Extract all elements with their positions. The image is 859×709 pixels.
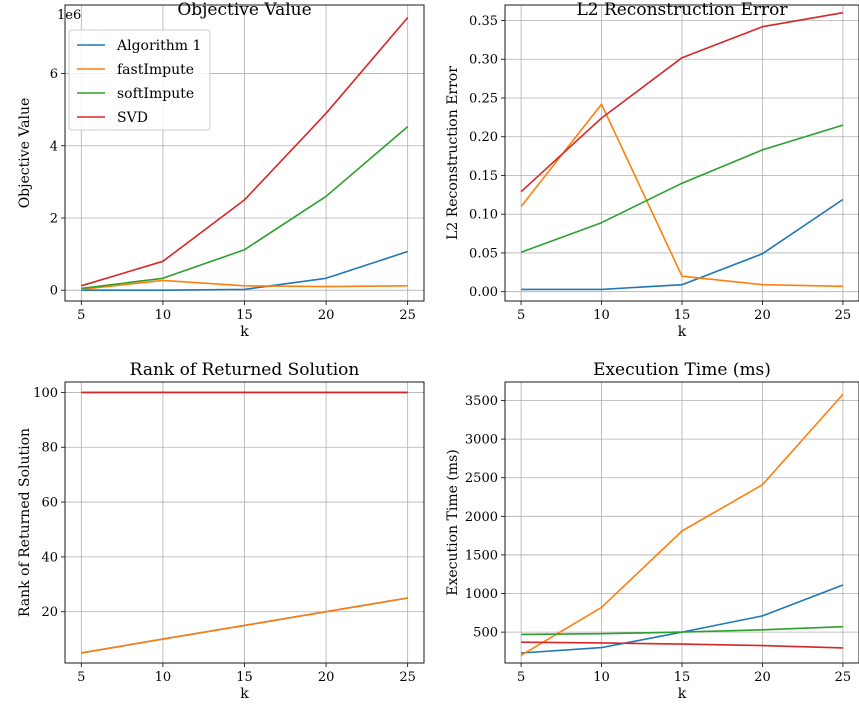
x-tick-label: 20 xyxy=(318,670,335,685)
y-tick-label: 0.20 xyxy=(469,130,498,145)
y-tick-label: 3000 xyxy=(465,433,498,448)
series-line-fastimpute xyxy=(81,279,408,291)
x-tick-label: 10 xyxy=(155,670,172,685)
x-tick-label: 15 xyxy=(674,308,691,323)
x-tick-label: 10 xyxy=(155,308,172,323)
y-axis-label: Objective Value xyxy=(17,98,33,209)
chart-title: Rank of Returned Solution xyxy=(130,360,360,380)
y-tick-label: 2 xyxy=(50,211,58,226)
y-tick-label: 1500 xyxy=(465,548,498,563)
x-tick-label: 15 xyxy=(236,308,253,323)
legend-label-svd: SVD xyxy=(117,110,148,126)
x-axis-label: k xyxy=(678,324,687,340)
series-line-algorithm-1 xyxy=(81,250,408,292)
series-line-softimpute xyxy=(521,625,843,636)
x-tick-label: 5 xyxy=(77,670,85,685)
y-tick-label: 0.00 xyxy=(469,285,498,300)
chart-title: Objective Value xyxy=(177,0,311,20)
y-tick-label: 40 xyxy=(41,550,58,565)
y-axis-label: L2 Reconstruction Error xyxy=(445,66,461,240)
x-tick-label: 25 xyxy=(835,308,852,323)
y-tick-label: 0 xyxy=(50,284,58,299)
chart-title: L2 Reconstruction Error xyxy=(576,0,788,20)
x-tick-label: 5 xyxy=(77,308,85,323)
y-tick-label: 2000 xyxy=(465,510,498,525)
legend-label-fastimpute: fastImpute xyxy=(117,62,194,78)
x-tick-label: 10 xyxy=(593,670,610,685)
y-tick-label: 0.10 xyxy=(469,208,498,223)
y-axis-label: Rank of Returned Solution xyxy=(17,428,33,617)
x-tick-label: 15 xyxy=(674,670,691,685)
y-tick-label: 0.05 xyxy=(469,246,498,261)
legend-label-algorithm-1: Algorithm 1 xyxy=(116,38,201,54)
y-tick-label: 0.35 xyxy=(469,14,498,29)
x-tick-label: 20 xyxy=(754,308,771,323)
y-tick-label: 0.30 xyxy=(469,53,498,68)
legend: Algorithm 1 fastImpute softImpute SVD xyxy=(68,29,211,131)
x-tick-label: 25 xyxy=(399,308,416,323)
series-line-fastimpute xyxy=(520,103,843,288)
x-axis-label: k xyxy=(240,324,249,340)
series-line-fastimpute xyxy=(81,597,408,654)
subplot-objective-value: 5 10 15 20 25 0 2 4 6 Objective Value k Objective V… xyxy=(17,0,425,340)
series-line-svd xyxy=(521,641,843,649)
subplot-l2-reconstruction-error: 5 10 15 20 25 0.00 0.05 0.10 0.15 0.20 0.25 0.30 0.3… xyxy=(445,0,859,340)
y-tick-label: 60 xyxy=(41,496,58,511)
series-line-softimpute xyxy=(520,124,844,253)
y-tick-label: 1000 xyxy=(465,587,498,602)
y-tick-label: 100 xyxy=(33,386,58,401)
y-tick-label: 500 xyxy=(473,626,498,641)
x-tick-label: 10 xyxy=(593,308,610,323)
x-axis-label: k xyxy=(678,686,687,702)
y-tick-label: 2500 xyxy=(465,471,498,486)
y-tick-label: 3500 xyxy=(465,394,498,409)
axes-frame xyxy=(64,4,425,302)
legend-label-softimpute: softImpute xyxy=(117,86,194,102)
x-tick-label: 25 xyxy=(835,670,852,685)
chart-title: Execution Time (ms) xyxy=(593,360,771,380)
x-tick-label: 20 xyxy=(318,308,335,323)
x-tick-label: 15 xyxy=(236,670,253,685)
series-line-softimpute xyxy=(81,125,409,290)
series-line-svd xyxy=(81,17,409,287)
x-tick-label: 5 xyxy=(517,670,525,685)
axes-frame xyxy=(64,381,425,664)
x-tick-label: 25 xyxy=(399,670,416,685)
subplot-rank-of-returned-solution: 5 10 15 20 25 20 40 60 80 100 Rank of Returned Sol… xyxy=(17,360,425,702)
y-tick-label: 0.25 xyxy=(469,91,498,106)
x-axis-label: k xyxy=(240,686,249,702)
series-line-fastimpute xyxy=(520,393,844,656)
axes-frame xyxy=(504,381,859,664)
axes-frame xyxy=(504,4,859,302)
x-tick-label: 5 xyxy=(517,308,525,323)
x-tick-label: 20 xyxy=(754,670,771,685)
legend-box xyxy=(68,29,211,131)
y-axis-label: Execution Time (ms) xyxy=(445,449,461,595)
y-tick-label: 0.15 xyxy=(469,169,498,184)
y-scale-offset-label: 1e6 xyxy=(57,8,81,23)
subplot-execution-time-ms: 5 10 15 20 25 500 1000 1500 2000 2500 3000 3500 Exec… xyxy=(445,360,859,702)
series-line-algorithm-1 xyxy=(521,198,844,291)
y-tick-label: 4 xyxy=(50,139,58,154)
series-line-svd xyxy=(520,11,844,193)
y-tick-label: 80 xyxy=(41,441,58,456)
y-tick-label: 20 xyxy=(41,605,58,620)
y-tick-label: 6 xyxy=(50,67,58,82)
